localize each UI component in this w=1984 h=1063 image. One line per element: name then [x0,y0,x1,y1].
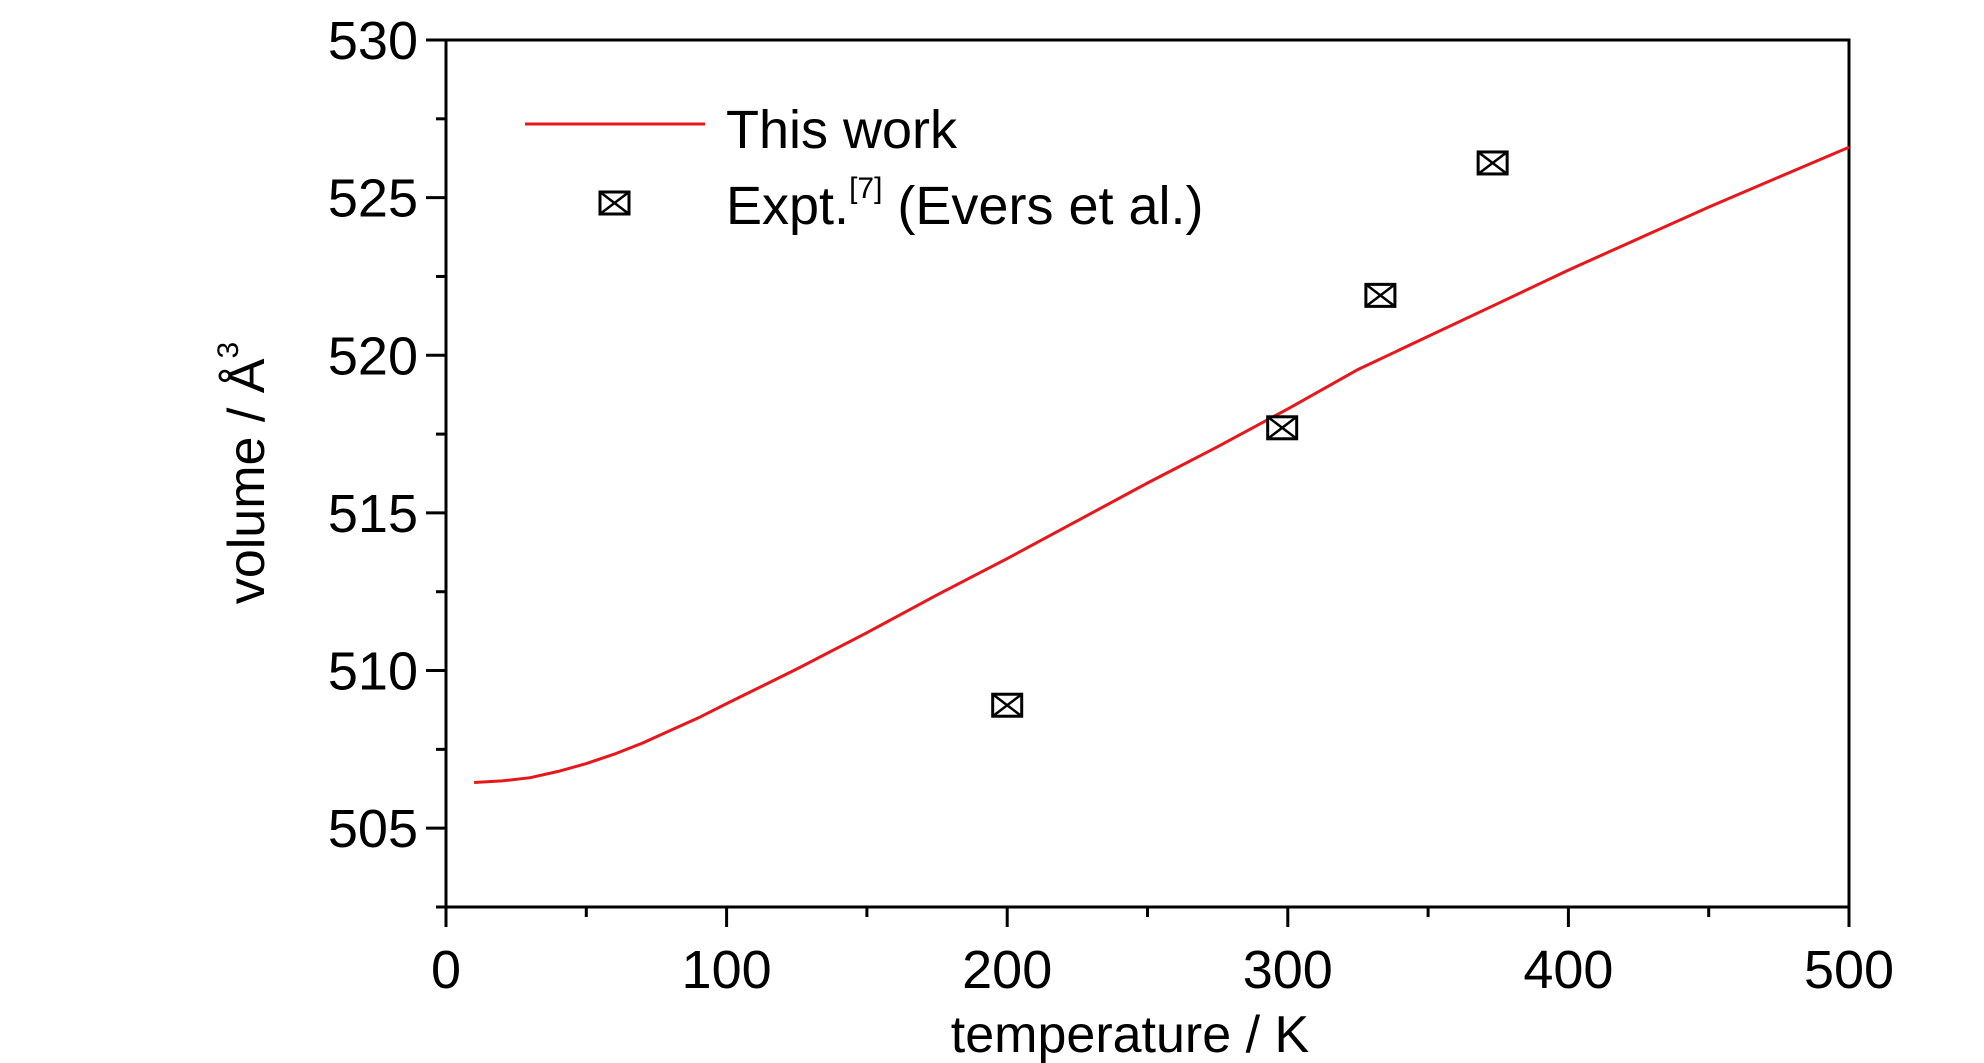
series-line-this-work [474,145,1850,784]
data-point-expt [1266,415,1299,441]
plot-area [474,145,1850,784]
x-tick-label: 300 [1243,940,1333,1000]
y-axis-title-superscript: 3 [212,342,245,359]
x-tick-label: 400 [1523,940,1613,1000]
y-tick-label: 525 [328,169,418,229]
legend: This work Expt.[7] (Evers et al.) [510,82,1390,252]
y-tick-labels: 505 510 515 520 525 530 [328,11,418,859]
x-tick-label: 200 [962,940,1052,1000]
legend-label-expt: Expt.[7] (Evers et al.) [726,172,1204,236]
x-tick-label: 0 [431,940,461,1000]
legend-marker-swatch [598,190,631,216]
x-axis-title: temperature / K [951,1006,1310,1063]
legend-expt-prefix: Expt. [726,176,849,236]
y-axis-title: volume / Å3 [212,342,276,604]
legend-background [510,82,1390,252]
legend-expt-citation: [7] [849,172,882,205]
y-tick-label: 505 [328,799,418,859]
y-tick-label: 520 [328,326,418,386]
axis-ticks [426,38,1851,927]
x-tick-label: 500 [1804,940,1894,1000]
legend-expt-suffix: (Evers et al.) [882,176,1203,236]
y-tick-label: 515 [328,484,418,544]
data-point-expt [991,692,1024,718]
x-tick-labels: 0 100 200 300 400 500 [431,940,1894,1000]
y-axis-title-main: volume / Å [218,358,276,604]
y-tick-label: 530 [328,11,418,71]
legend-label-this-work: This work [726,100,958,160]
y-tick-label: 510 [328,642,418,702]
data-point-expt [1476,150,1509,176]
x-tick-label: 100 [682,940,772,1000]
data-point-expt [1364,282,1397,308]
